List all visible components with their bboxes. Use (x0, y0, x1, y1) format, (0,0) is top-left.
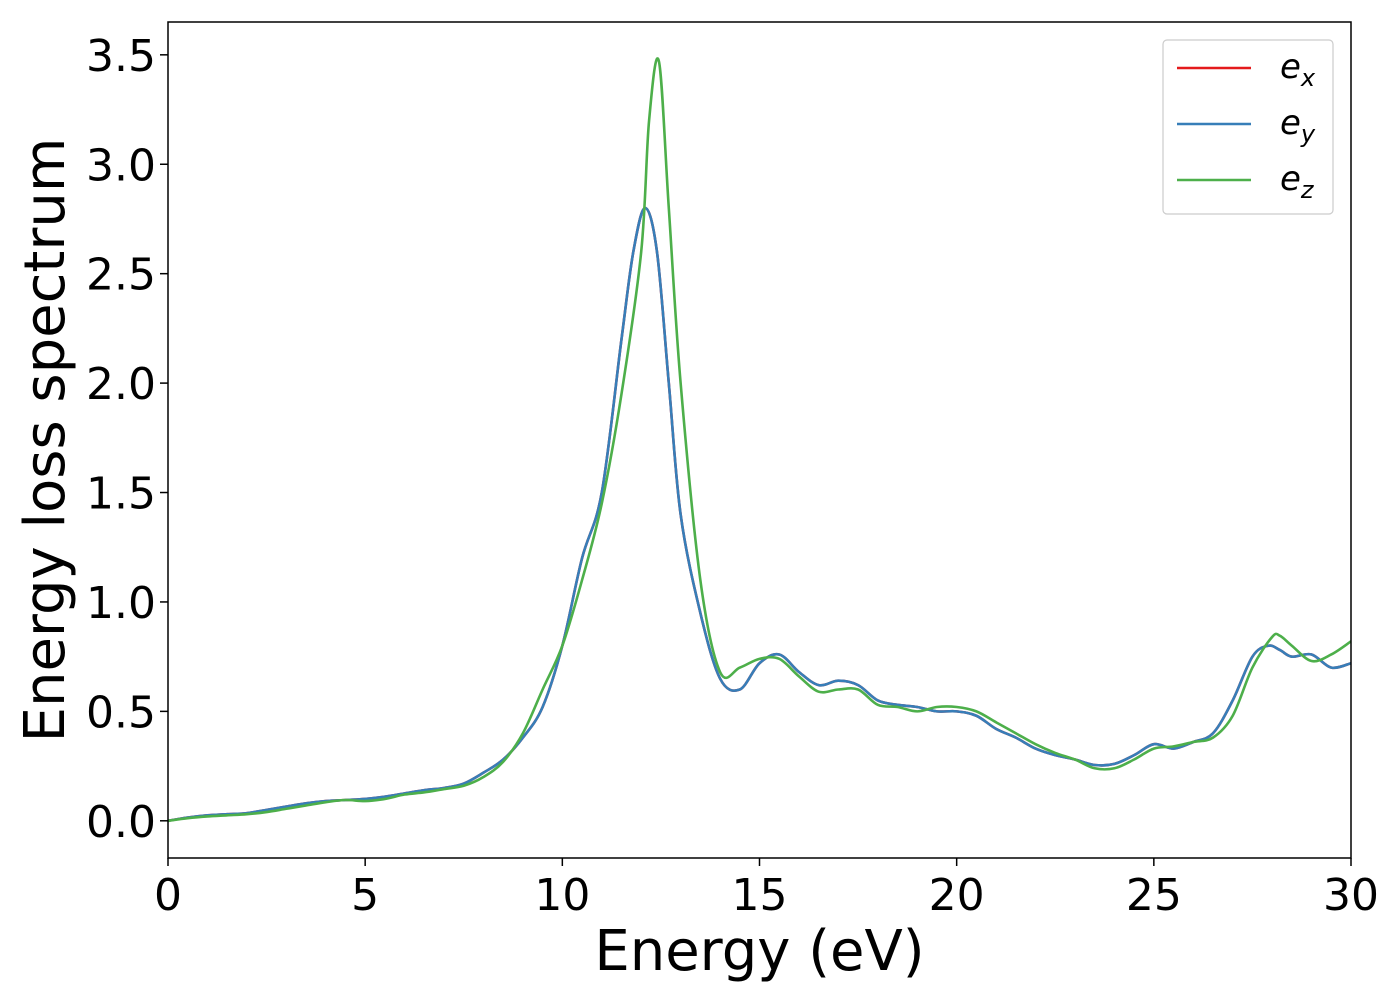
legend-box (1162, 39, 1334, 215)
y-tick-label: 3.5 (86, 31, 156, 82)
x-tick-label: 20 (929, 870, 985, 921)
x-tick-label: 15 (732, 870, 788, 921)
x-tick-label: 30 (1323, 870, 1379, 921)
axis-ticks: 0 5 10 15 20 25 30 0.0 0.5 1.0 1.5 2.0 2.5 3.0 3.5 (86, 31, 1379, 921)
y-tick-label: 0.0 (86, 797, 156, 848)
y-tick-label: 1.5 (86, 469, 156, 520)
plot-lines (168, 57, 1351, 823)
y-tick-label: 3.0 (86, 140, 156, 191)
legend-label-x: ex (1280, 47, 1316, 92)
y-tick-label: 0.5 (86, 687, 156, 738)
series-line-y (168, 206, 1351, 823)
y-tick-label: 2.5 (86, 250, 156, 301)
legend: ex ey ez (1162, 39, 1334, 215)
series-line-z (168, 57, 1351, 823)
x-tick-label: 5 (351, 870, 379, 921)
y-tick-label: 1.0 (86, 578, 156, 629)
y-tick-label: 2.0 (86, 359, 156, 410)
y-axis-label: Energy loss spectrum (13, 138, 78, 743)
x-axis-label: Energy (eV) (594, 919, 924, 984)
series-line-x (168, 206, 1351, 823)
x-tick-label: 25 (1126, 870, 1182, 921)
legend-label-z: ez (1280, 159, 1315, 204)
x-tick-label: 0 (154, 870, 182, 921)
x-tick-label: 10 (534, 870, 590, 921)
legend-label-y: ey (1280, 103, 1316, 148)
